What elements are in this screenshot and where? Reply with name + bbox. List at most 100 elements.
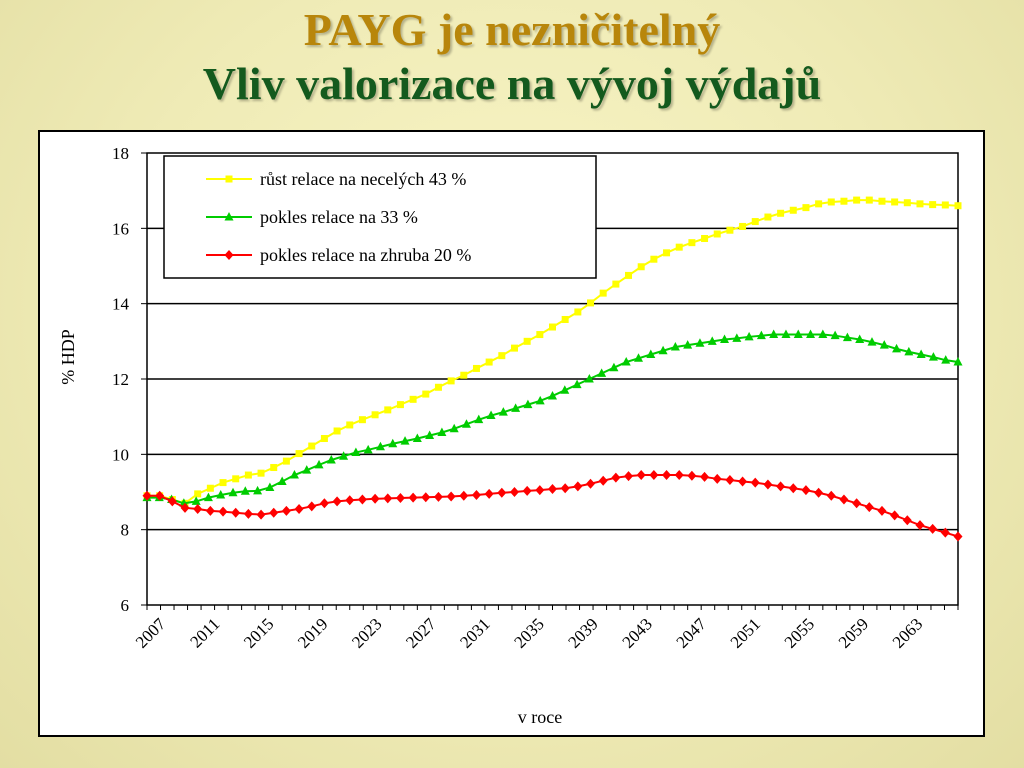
data-point	[434, 383, 442, 391]
data-point	[433, 491, 443, 502]
data-point	[891, 198, 899, 206]
data-point	[587, 299, 595, 307]
x-tick-label: 2027	[402, 614, 440, 652]
data-point	[471, 490, 481, 501]
data-point	[388, 438, 398, 448]
data-point	[953, 357, 963, 366]
data-point	[670, 341, 680, 351]
data-point	[370, 493, 380, 504]
data-point	[351, 447, 361, 456]
data-point	[447, 377, 455, 385]
data-point	[228, 487, 238, 497]
data-point	[877, 505, 887, 516]
legend-entry: pokles relace na 33 %	[206, 207, 418, 227]
data-point	[776, 481, 786, 492]
data-point	[573, 481, 583, 492]
data-point	[358, 416, 366, 424]
data-point	[789, 206, 797, 214]
y-tick-label: 18	[112, 144, 129, 163]
data-point	[878, 197, 886, 205]
data-point	[597, 368, 607, 377]
y-tick-label: 8	[121, 521, 130, 540]
data-point	[535, 485, 545, 496]
data-point	[167, 496, 177, 507]
data-point	[953, 531, 963, 542]
data-point	[624, 471, 634, 482]
data-point	[193, 503, 203, 514]
data-point	[865, 196, 873, 204]
data-point	[206, 484, 214, 492]
data-point	[763, 479, 773, 490]
chart-frame: 6 8 10 12 14 16 18 2007 2011 2015 2019 2023 2027 2031…	[38, 130, 985, 737]
data-point	[484, 488, 494, 499]
data-point	[788, 483, 798, 494]
data-point	[232, 475, 240, 483]
data-point	[902, 515, 912, 526]
data-point	[634, 353, 644, 362]
data-point	[598, 475, 608, 486]
data-point	[658, 345, 668, 355]
data-point	[375, 441, 385, 451]
x-tick-label: 2047	[673, 614, 711, 652]
data-point	[625, 271, 633, 279]
data-point	[801, 485, 811, 496]
data-point	[422, 390, 430, 398]
data-point	[320, 435, 328, 443]
data-point	[855, 334, 865, 343]
data-point	[700, 471, 710, 482]
data-point	[240, 486, 250, 495]
data-point	[203, 492, 213, 502]
data-point	[497, 487, 507, 498]
y-tick-label: 16	[112, 219, 129, 238]
data-point	[720, 334, 730, 343]
data-point	[941, 201, 949, 209]
data-point	[802, 204, 810, 212]
data-point	[449, 423, 459, 433]
data-point	[707, 336, 717, 345]
data-point	[695, 338, 705, 347]
slide-title-line2: Vliv valorizace na vývoj výdajů	[202, 58, 822, 109]
data-point	[814, 487, 824, 498]
legend-label: růst relace na necelých 43 %	[260, 169, 466, 189]
data-point	[842, 332, 852, 342]
data-point	[650, 255, 658, 263]
x-tick-label: 2043	[618, 614, 655, 651]
data-point	[332, 496, 342, 507]
data-point	[561, 315, 569, 323]
data-point	[839, 494, 849, 505]
data-point	[675, 243, 683, 251]
data-point	[253, 485, 263, 495]
x-tick-label: 2007	[132, 614, 170, 652]
data-point	[548, 390, 557, 400]
series-2	[142, 329, 963, 507]
x-tick-label: 2059	[835, 614, 872, 651]
data-point	[584, 374, 594, 383]
data-point	[269, 507, 279, 518]
data-point	[621, 357, 631, 366]
data-point	[560, 483, 570, 494]
data-point	[459, 490, 469, 501]
data-point	[548, 483, 557, 494]
data-point	[687, 470, 697, 481]
data-point	[815, 200, 823, 208]
data-point	[827, 198, 835, 206]
data-point	[224, 212, 234, 221]
data-point	[609, 362, 619, 372]
data-point	[904, 346, 914, 356]
data-point	[549, 323, 556, 331]
data-point	[560, 385, 570, 394]
data-point	[486, 410, 496, 420]
data-point	[400, 436, 410, 445]
data-point	[864, 502, 874, 513]
data-point	[852, 498, 862, 509]
data-point	[191, 496, 201, 505]
data-point	[308, 442, 316, 450]
data-point	[472, 364, 480, 372]
legend-entry: růst relace na necelých 43 %	[206, 169, 466, 189]
data-point	[446, 491, 456, 502]
data-point	[793, 329, 803, 339]
data-point	[224, 250, 234, 260]
data-point	[662, 470, 672, 481]
x-tick-label: 2055	[781, 614, 818, 651]
data-point	[277, 476, 287, 485]
